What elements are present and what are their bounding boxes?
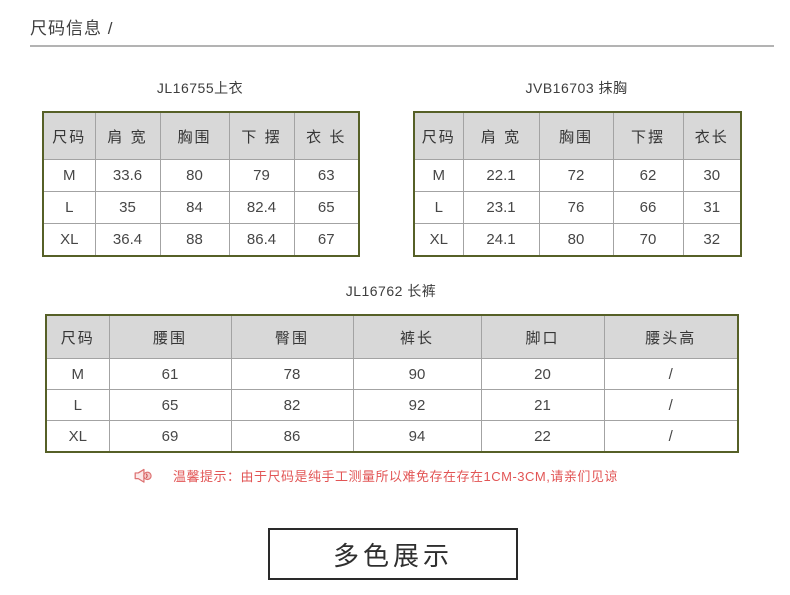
size-label-cell: L (45, 389, 110, 421)
size-table-section-pants: JL16762 长裤 尺码 腰围 臀围 裤长 脚口 腰头高 M 61 78 90 20/L 65 82 9… (45, 281, 739, 453)
measurement-cell: 80 (159, 159, 230, 192)
table-title: JL16762 长裤 (345, 283, 437, 299)
measurement-cell: 92 (352, 389, 482, 421)
measurement-cell: / (603, 358, 739, 390)
size-table-section-tube-top: JVB16703 抹胸 尺码肩 宽胸围 下摆 衣长 M 22.1 72 62 30 L 23.1 7… (413, 78, 742, 257)
measurement-cell: 78 (230, 358, 354, 390)
measurement-cell: 67 (293, 223, 360, 257)
column-header: 衣 长 (293, 111, 360, 160)
measurement-cell: 65 (108, 389, 232, 421)
measurement-cell: 82 (230, 389, 354, 421)
column-header: 尺码 (45, 314, 110, 359)
size-label-cell: M (42, 159, 96, 192)
table-header-row: 尺码肩 宽胸围下 摆衣 长 (42, 111, 360, 160)
column-header: 尺码 (413, 111, 464, 160)
table-header-row: 尺码肩 宽胸围 下摆 衣长 (413, 111, 742, 160)
table-header-row: 尺码 腰围 臀围 裤长 脚口 腰头高 (45, 314, 739, 359)
size-table-section-top: JL16755上衣 尺码肩 宽胸围下 摆衣 长 M 33.6 80 79 63 L 35 84 8… (42, 78, 360, 257)
size-table-pants: 尺码 腰围 臀围 裤长 脚口 腰头高 M 61 78 90 20/L 65 82 92 21/XL 69 86 9… (45, 314, 739, 453)
column-header: 胸围 (538, 111, 614, 160)
measurement-cell: 90 (352, 358, 482, 390)
measurement-cell: 86 (230, 420, 354, 453)
measurement-cell: 70 (612, 223, 684, 257)
table-row: XL 24.1 80 70 32 (413, 223, 742, 257)
measurement-cell: 24.1 (462, 223, 540, 257)
measurement-cell: 35 (94, 191, 161, 224)
column-header: 下 摆 (228, 111, 295, 160)
measurement-cell: 82.4 (228, 191, 295, 224)
table-row: M 22.1 72 62 30 (413, 159, 742, 192)
size-table-top: 尺码肩 宽胸围下 摆衣 长 M 33.6 80 79 63 L 35 84 82.4 65 XL 36.… (42, 111, 360, 257)
measurement-cell: / (603, 420, 739, 453)
table-row: M 61 78 90 20/ (45, 358, 739, 390)
column-header: 腰头高 (603, 314, 739, 359)
measurement-cell: 21 (480, 389, 605, 421)
column-header: 臀围 (230, 314, 354, 359)
measurement-cell: 32 (682, 223, 742, 257)
measurement-notice: 温馨提示：由于尺码是纯手工测量所以难免存在存在1CM-3CM,请亲们见谅 (133, 466, 618, 485)
size-label-cell: M (45, 358, 110, 390)
table-title: JL16755上衣 (156, 80, 244, 96)
multi-color-display-box: 多色展示 (268, 528, 518, 580)
notice-text: 温馨提示：由于尺码是纯手工测量所以难免存在存在1CM-3CM,请亲们见谅 (173, 469, 618, 484)
measurement-cell: 31 (682, 191, 742, 224)
size-label-cell: L (42, 191, 96, 224)
size-label-cell: M (413, 159, 464, 192)
size-label-cell: XL (42, 223, 96, 257)
measurement-cell: 88 (159, 223, 230, 257)
table-row: L 23.1 76 66 31 (413, 191, 742, 224)
size-label-cell: L (413, 191, 464, 224)
measurement-cell: 72 (538, 159, 614, 192)
measurement-cell: 20 (480, 358, 605, 390)
measurement-cell: 61 (108, 358, 232, 390)
measurement-cell: 22 (480, 420, 605, 453)
column-header: 尺码 (42, 111, 96, 160)
measurement-cell: 80 (538, 223, 614, 257)
measurement-cell: 79 (228, 159, 295, 192)
column-header: 肩 宽 (462, 111, 540, 160)
measurement-cell: 63 (293, 159, 360, 192)
measurement-cell: 94 (352, 420, 482, 453)
measurement-cell: 86.4 (228, 223, 295, 257)
table-row: L 35 84 82.4 65 (42, 191, 360, 224)
multi-color-display-label: 多色展示 (332, 540, 453, 571)
measurement-cell: 66 (612, 191, 684, 224)
table-row: M 33.6 80 79 63 (42, 159, 360, 192)
measurement-cell: / (603, 389, 739, 421)
column-header: 衣长 (682, 111, 742, 160)
column-header: 裤长 (352, 314, 482, 359)
title-divider (30, 45, 774, 47)
column-header: 下摆 (612, 111, 684, 160)
measurement-cell: 22.1 (462, 159, 540, 192)
table-row: XL 36.4 88 86.4 67 (42, 223, 360, 257)
measurement-cell: 36.4 (94, 223, 161, 257)
measurement-cell: 84 (159, 191, 230, 224)
column-header: 胸围 (159, 111, 230, 160)
table-row: L 65 82 92 21/ (45, 389, 739, 421)
measurement-cell: 65 (293, 191, 360, 224)
table-title: JVB16703 抹胸 (525, 80, 628, 96)
size-label-cell: XL (413, 223, 464, 257)
measurement-cell: 76 (538, 191, 614, 224)
table-row: XL 69 86 94 22/ (45, 420, 739, 453)
column-header: 腰围 (108, 314, 232, 359)
page-title: 尺码信息 / (30, 19, 114, 38)
measurement-cell: 33.6 (94, 159, 161, 192)
measurement-cell: 23.1 (462, 191, 540, 224)
speaker-icon (134, 468, 152, 483)
size-table-tube-top: 尺码肩 宽胸围 下摆 衣长 M 22.1 72 62 30 L 23.1 76 66 31 XL 24.1 8… (413, 111, 742, 257)
measurement-cell: 69 (108, 420, 232, 453)
column-header: 肩 宽 (94, 111, 161, 160)
size-label-cell: XL (45, 420, 110, 453)
measurement-cell: 30 (682, 159, 742, 192)
measurement-cell: 62 (612, 159, 684, 192)
column-header: 脚口 (480, 314, 605, 359)
